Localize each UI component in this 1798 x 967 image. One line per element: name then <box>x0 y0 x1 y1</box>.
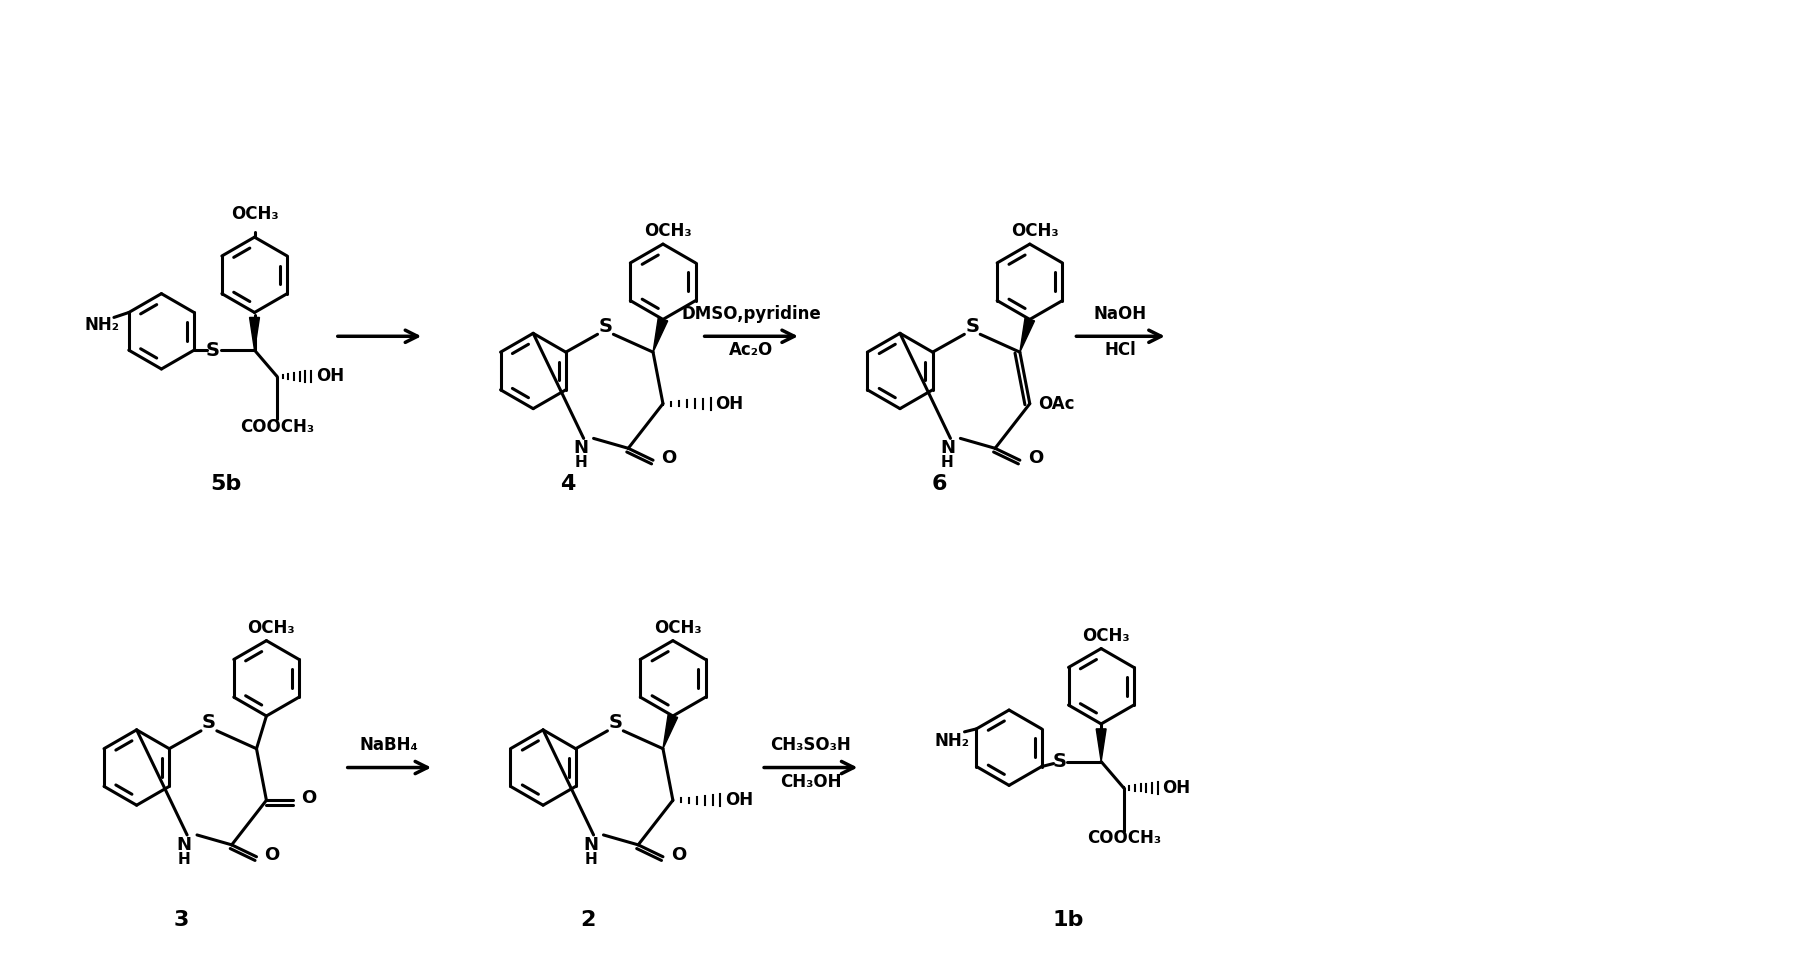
Text: O: O <box>1027 450 1043 467</box>
Text: NH₂: NH₂ <box>933 732 969 749</box>
Text: H: H <box>178 852 191 866</box>
Polygon shape <box>663 715 678 748</box>
Text: S: S <box>1052 752 1066 771</box>
Text: OCH₃: OCH₃ <box>654 619 701 636</box>
Text: H: H <box>940 455 953 470</box>
Text: S: S <box>608 714 622 732</box>
Text: OCH₃: OCH₃ <box>1082 627 1129 645</box>
Text: O: O <box>660 450 676 467</box>
Text: CH₃OH: CH₃OH <box>780 774 841 791</box>
Text: OAc: OAc <box>1037 395 1073 413</box>
Text: N: N <box>176 835 192 854</box>
Text: H: H <box>584 852 597 866</box>
Text: 4: 4 <box>559 474 575 494</box>
Text: OCH₃: OCH₃ <box>644 222 692 240</box>
Text: OH: OH <box>716 395 743 413</box>
Text: OCH₃: OCH₃ <box>248 619 295 636</box>
Text: OCH₃: OCH₃ <box>230 205 279 223</box>
Polygon shape <box>1019 318 1034 352</box>
Text: N: N <box>574 439 588 457</box>
Text: COOCH₃: COOCH₃ <box>1086 830 1160 847</box>
Text: 5b: 5b <box>210 474 241 494</box>
Text: H: H <box>574 455 586 470</box>
Text: 6: 6 <box>931 474 948 494</box>
Text: N: N <box>583 835 597 854</box>
Text: OH: OH <box>725 791 753 809</box>
Text: DMSO,pyridine: DMSO,pyridine <box>681 306 820 323</box>
Text: S: S <box>201 714 216 732</box>
Text: COOCH₃: COOCH₃ <box>239 418 315 436</box>
Text: OH: OH <box>316 367 343 386</box>
Text: 1b: 1b <box>1052 910 1084 930</box>
Text: N: N <box>940 439 955 457</box>
Text: S: S <box>205 340 219 360</box>
Text: NaOH: NaOH <box>1093 306 1145 323</box>
Text: HCl: HCl <box>1104 341 1135 359</box>
Polygon shape <box>250 317 259 350</box>
Text: OCH₃: OCH₃ <box>1010 222 1057 240</box>
Text: O: O <box>671 846 685 864</box>
Text: NaBH₄: NaBH₄ <box>360 736 419 753</box>
Text: O: O <box>300 789 316 807</box>
Text: CH₃SO₃H: CH₃SO₃H <box>770 736 850 753</box>
Text: 3: 3 <box>173 910 189 930</box>
Text: NH₂: NH₂ <box>85 316 119 335</box>
Text: S: S <box>599 317 611 336</box>
Polygon shape <box>1095 729 1106 762</box>
Text: Ac₂O: Ac₂O <box>728 341 773 359</box>
Polygon shape <box>653 318 667 352</box>
Text: S: S <box>966 317 978 336</box>
Text: O: O <box>264 846 279 864</box>
Text: 2: 2 <box>579 910 595 930</box>
Text: OH: OH <box>1162 778 1190 797</box>
